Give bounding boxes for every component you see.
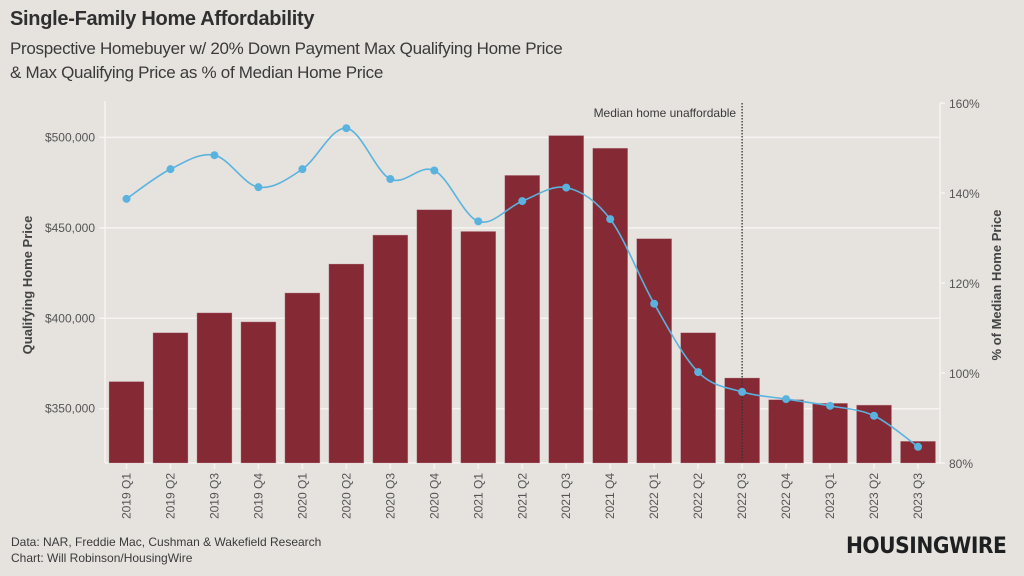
chart-subtitle: Prospective Homebuyer w/ 20% Down Paymen… <box>10 37 563 85</box>
x-tick-label: 2019 Q2 <box>163 473 177 519</box>
bar <box>812 403 848 464</box>
line-point <box>606 215 615 224</box>
line-point <box>782 395 791 404</box>
line-point <box>298 165 307 174</box>
line-point <box>474 217 483 226</box>
bar <box>460 231 497 464</box>
data-source: Data: NAR, Freddie Mac, Cushman & Wakefi… <box>11 535 322 549</box>
left-tick-label: $400,000 <box>45 311 95 325</box>
line-point <box>430 166 439 175</box>
line-point <box>342 124 351 133</box>
line-point <box>518 197 527 206</box>
x-tick-label: 2019 Q1 <box>120 473 134 519</box>
annotation-label: Median home unaffordable <box>594 106 737 120</box>
right-tick-label: 160% <box>949 97 980 111</box>
bar <box>900 440 936 464</box>
x-tick-label: 2023 Q3 <box>911 473 925 519</box>
line-point <box>562 183 571 192</box>
bar <box>240 321 277 464</box>
bar <box>592 147 628 464</box>
percent-line-series <box>122 124 922 451</box>
right-axis-tick-labels: 80% 100% 120% 140% 160% <box>949 97 980 471</box>
x-tick-label: 2023 Q1 <box>823 473 837 519</box>
left-tick-label: $500,000 <box>45 130 95 144</box>
x-tick-label: 2021 Q1 <box>471 473 485 519</box>
line-point <box>166 165 175 174</box>
x-tick-label: 2022 Q1 <box>647 473 661 519</box>
left-tick-label: $450,000 <box>45 221 95 235</box>
line-point <box>826 401 835 410</box>
housingwire-logo: HOUSINGWIRE <box>845 534 1007 559</box>
bar <box>680 332 716 464</box>
bar <box>504 175 541 464</box>
x-tick-label: 2021 Q4 <box>603 473 617 519</box>
subtitle-line-1: Prospective Homebuyer w/ 20% Down Paymen… <box>10 39 563 58</box>
right-tick-label: 80% <box>949 457 973 471</box>
bar <box>416 209 453 464</box>
left-tick-label: $350,000 <box>45 402 95 416</box>
x-tick-label: 2021 Q3 <box>559 473 573 519</box>
bar <box>196 312 233 464</box>
bar <box>768 399 804 464</box>
x-tick-label: 2022 Q2 <box>691 473 705 519</box>
x-tick-label: 2023 Q2 <box>867 473 881 519</box>
right-tick-label: 100% <box>949 367 980 381</box>
x-axis-tick-labels: 2019 Q1 2019 Q2 2019 Q3 2019 Q4 2020 Q1 2020 … <box>120 473 926 519</box>
line-point <box>386 175 395 184</box>
footer-credits: Data: NAR, Freddie Mac, Cushman & Wakefi… <box>11 534 321 566</box>
x-tick-label: 2022 Q4 <box>779 473 793 519</box>
x-tick-label: 2020 Q2 <box>339 473 353 519</box>
x-tick-label: 2020 Q1 <box>295 473 309 519</box>
line-point <box>210 151 219 160</box>
line-point <box>914 442 922 451</box>
unaffordable-marker: Median home unaffordable <box>594 103 743 463</box>
bar <box>328 263 365 464</box>
x-tick-label: 2020 Q4 <box>427 473 441 519</box>
x-tick-label: 2021 Q2 <box>515 473 529 519</box>
bar <box>372 234 409 464</box>
right-axis-title: % of Median Home Price <box>989 210 1004 361</box>
x-tick-label: 2022 Q3 <box>735 473 749 519</box>
bar <box>636 238 672 464</box>
line-point <box>122 194 131 203</box>
bars-series <box>108 135 936 464</box>
x-tick-label: 2019 Q3 <box>207 473 221 519</box>
line-point <box>254 183 263 192</box>
right-tick-label: 140% <box>949 187 980 201</box>
x-tick-label: 2020 Q3 <box>383 473 397 519</box>
bar <box>152 332 189 464</box>
line-point <box>870 411 879 420</box>
line-point <box>694 368 703 377</box>
x-tick-label: 2019 Q4 <box>251 473 265 519</box>
right-tick-label: 120% <box>949 277 980 291</box>
bar <box>284 292 321 464</box>
line-point <box>738 387 747 396</box>
chart-credit: Chart: Will Robinson/HousingWire <box>11 551 193 565</box>
subtitle-line-2: & Max Qualifying Price as % of Median Ho… <box>10 63 383 82</box>
bar <box>108 381 145 464</box>
left-axis-title: Qualifying Home Price <box>20 216 35 355</box>
line-point <box>650 299 659 308</box>
chart-title: Single-Family Home Affordability <box>10 8 315 30</box>
left-axis-tick-labels: $350,000 $400,000 $450,000 $500,000 <box>45 130 95 415</box>
